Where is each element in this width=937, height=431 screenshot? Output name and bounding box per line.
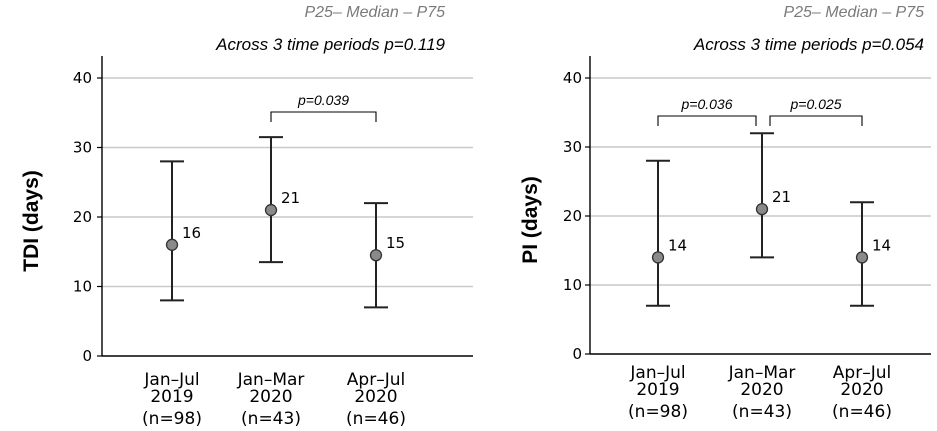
x-category-label: Jan–Jul	[629, 363, 685, 383]
x-category-year: 2020	[840, 380, 883, 400]
y-tick-label: 30	[73, 139, 92, 157]
median-point	[755, 202, 769, 216]
overall-p-note: Across 3 time periods p=0.119	[215, 35, 445, 54]
median-point	[264, 203, 278, 217]
x-category-year: 2019	[150, 387, 193, 407]
median-data-label: 16	[182, 224, 201, 242]
significance-bracket	[769, 115, 863, 126]
legend-text: P25– Median – P75	[304, 4, 445, 21]
significance-bracket	[270, 111, 377, 122]
y-tick-label: 0	[82, 347, 92, 365]
x-category-label: Apr–Jul	[833, 363, 891, 383]
median-data-label: 14	[668, 236, 687, 254]
chart-panel-1: P25– Median – P75 Across 3 time periods p…	[20, 4, 473, 429]
x-category-label: Jan–Jul	[143, 370, 199, 390]
y-tick-label: 30	[563, 138, 582, 156]
x-category-year: 2020	[249, 387, 292, 407]
x-category-year: 2019	[636, 380, 679, 400]
median-data-label: 21	[281, 189, 300, 207]
x-category-n: (n=46)	[832, 402, 892, 422]
x-category-label: Apr–Jul	[347, 370, 405, 390]
median-data-label: 15	[386, 234, 405, 252]
median-point	[369, 249, 383, 262]
y-tick-label: 0	[572, 345, 582, 363]
x-category-n: (n=98)	[628, 402, 688, 422]
x-category-label: Jan–Mar	[728, 363, 796, 383]
x-category-year: 2020	[354, 387, 397, 407]
y-axis-label: PI (days)	[519, 176, 542, 264]
x-category-label: Jan–Mar	[237, 370, 305, 390]
median-data-label: 21	[772, 188, 791, 206]
x-category-year: 2020	[740, 380, 783, 400]
y-tick-label: 20	[563, 207, 582, 225]
legend-text: P25– Median – P75	[783, 4, 924, 21]
y-tick-label: 10	[73, 278, 92, 296]
pairwise-p-label: p=0.025	[790, 96, 842, 112]
chart-panel-2: P25– Median – P75 Across 3 time periods p…	[519, 4, 931, 422]
pairwise-p-label: p=0.036	[681, 96, 733, 112]
y-tick-label: 20	[73, 208, 92, 226]
y-tick-label: 40	[73, 69, 92, 87]
x-category-n: (n=43)	[732, 402, 792, 422]
median-point	[165, 238, 179, 251]
y-tick-label: 10	[563, 276, 582, 294]
median-point	[855, 251, 869, 264]
significance-bracket	[657, 115, 757, 126]
x-category-n: (n=98)	[142, 409, 202, 429]
x-category-n: (n=46)	[346, 409, 406, 429]
x-category-n: (n=43)	[241, 409, 301, 429]
median-data-label: 14	[872, 236, 891, 254]
y-axis-label: TDI (days)	[20, 170, 43, 272]
median-point	[651, 251, 665, 264]
overall-p-note: Across 3 time periods p=0.054	[693, 35, 924, 54]
y-tick-label: 40	[563, 69, 582, 87]
pairwise-p-label: p=0.039	[297, 92, 349, 108]
